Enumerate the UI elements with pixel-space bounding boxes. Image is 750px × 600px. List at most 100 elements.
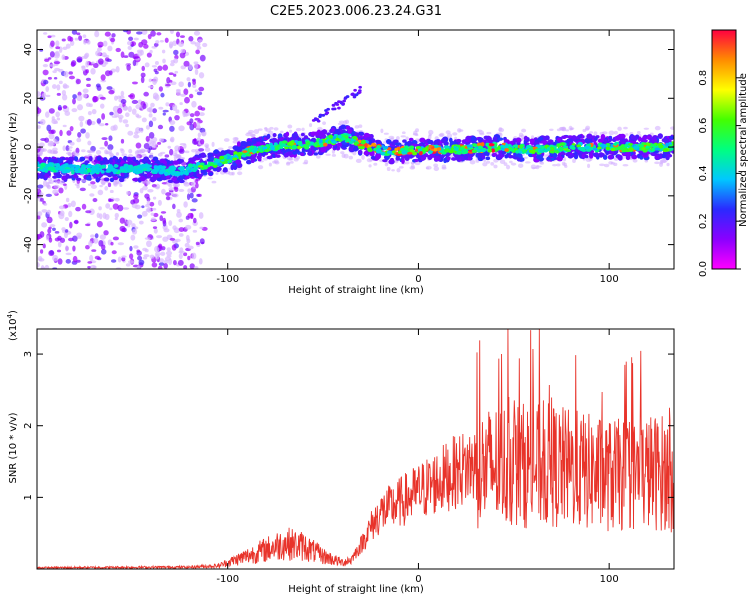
spectrogram-noise-point <box>141 205 145 209</box>
spectrogram-noise-point <box>45 94 51 98</box>
spectrogram-ridge-point <box>537 148 544 154</box>
spectrogram-noise-point <box>176 209 181 213</box>
spectrogram-band-point <box>433 139 440 146</box>
spectrogram-noise-point <box>61 227 66 232</box>
spectrogram-noise-point <box>96 118 102 124</box>
spectrogram-band-point <box>417 143 424 147</box>
spectrogram-noise-point <box>146 240 152 248</box>
spectrogram-noise-point <box>184 242 190 248</box>
spectrogram-band-point <box>599 152 605 157</box>
spectrogram-fringe-point <box>168 187 175 192</box>
spectrogram-ridge-point <box>251 148 257 154</box>
spectrogram-noise-point <box>105 203 111 209</box>
spectrogram-fringe-point <box>331 153 337 157</box>
spectrogram-noise-point <box>146 107 152 112</box>
spectrogram-noise-point <box>79 187 86 192</box>
spectrogram-band-point <box>178 179 185 184</box>
spectrogram-noise-point <box>52 227 56 232</box>
spectrogram-band-point <box>588 153 594 159</box>
spectrogram-band-point <box>586 133 593 140</box>
spectrogram-noise-point <box>53 138 57 142</box>
spectrogram-noise-point <box>40 118 46 125</box>
spectrogram-noise-point <box>62 46 68 51</box>
spectrogram-ridge-point <box>90 167 95 171</box>
spectrogram-noise-point <box>44 264 50 269</box>
spectrogram-noise-point <box>114 212 119 219</box>
spectrogram-noise-point <box>197 39 203 43</box>
spectrogram-noise-point <box>163 228 170 233</box>
spectrogram-ridge-point <box>665 142 670 147</box>
spectrogram-noise-point <box>165 192 172 197</box>
spectrogram-fringe-point <box>301 127 305 131</box>
spectrogram-band-point <box>556 155 564 162</box>
spectrogram-ridge-point <box>371 142 377 147</box>
spectrogram-noise-point <box>156 235 163 239</box>
spectrogram-noise-point <box>145 208 150 212</box>
spectrogram-ridge-point <box>209 162 214 166</box>
spectrogram-fringe-point <box>366 158 373 163</box>
spectrogram-noise-point <box>72 98 76 105</box>
spectrogram-fringe-point <box>116 181 122 185</box>
spectrogram-noise-point <box>106 86 113 90</box>
spectrogram-fringe-point <box>523 156 528 159</box>
spectrogram-fringe-point <box>383 132 389 135</box>
spectrogram-ridge-point <box>215 160 220 164</box>
spectrogram-band-point <box>75 177 82 182</box>
spectrogram-fringe-point <box>269 126 274 130</box>
spectrogram-fringe-point <box>518 135 523 138</box>
spectrogram-noise-point <box>143 254 150 258</box>
spectrogram-fringe-point <box>120 149 125 154</box>
spectrogram-noise-point <box>198 258 203 265</box>
spectrogram-noise-point <box>157 141 162 145</box>
spectrogram-fringe-point <box>37 152 41 156</box>
spectrogram-ridge-point <box>62 170 68 174</box>
spectrogram-fringe-point <box>86 149 93 153</box>
spectrogram-band-point <box>285 131 290 137</box>
spectrogram-noise-point <box>165 102 170 107</box>
spectrogram-fringe-point <box>556 163 561 167</box>
spectrogram-xtick-label: 0 <box>415 274 421 285</box>
spectrogram-noise-point <box>179 148 185 154</box>
spectrogram-noise-point <box>200 107 206 111</box>
spectrogram-fringe-point <box>414 162 421 166</box>
spectrogram-noise-point <box>144 62 150 68</box>
spectrogram-noise-point <box>47 35 52 39</box>
spectrogram-noise-point <box>160 92 165 98</box>
spectrogram-noise-point <box>197 193 202 198</box>
spectrogram-band-point <box>523 135 528 141</box>
spectrogram-noise-point <box>145 135 150 142</box>
spectrogram-ridge-point <box>288 140 295 146</box>
spectrogram-ridge-point <box>633 145 639 150</box>
spectrogram-noise-point <box>157 65 163 72</box>
spectrogram-noise-point <box>183 60 190 67</box>
spectrogram-band-point <box>255 137 261 142</box>
spectrogram-fringe-point <box>654 125 661 131</box>
spectrogram-noise-point <box>68 146 73 149</box>
spectrogram-band-point <box>357 149 363 154</box>
spectrogram-fringe-point <box>289 129 293 133</box>
spectrogram-noise-point <box>121 227 126 233</box>
spectrogram-ridge-point <box>197 164 204 168</box>
spectrogram-noise-point <box>140 76 145 84</box>
spectrogram-fringe-point <box>137 149 144 154</box>
spectrogram-fringe-point <box>191 148 197 153</box>
spectrogram-band-point <box>600 133 606 140</box>
spectrogram-noise-point <box>198 212 204 219</box>
colorbar-tick-label: 0.8 <box>698 70 709 86</box>
spectrogram-fringe-point <box>632 158 638 163</box>
spectrogram-ridge-point <box>377 148 382 152</box>
spectrogram-harmonic-point <box>354 93 358 97</box>
spectrogram-band-point <box>152 156 159 162</box>
spectrogram-noise-point <box>104 140 109 147</box>
spectrogram-noise-point <box>91 61 95 65</box>
spectrogram-noise-point <box>165 250 173 256</box>
spectrogram-noise-point <box>188 93 194 99</box>
spectrogram-noise-point <box>108 89 115 95</box>
spectrogram-ridge-point <box>171 170 176 174</box>
spectrogram-fringe-point <box>211 180 217 184</box>
spectrogram-ridge-point <box>179 166 184 171</box>
spectrogram-harmonic-point <box>316 119 321 123</box>
spectrogram-band-point <box>470 136 477 142</box>
spectrogram-fringe-point <box>90 184 97 189</box>
spectrogram-noise-point <box>40 138 47 141</box>
